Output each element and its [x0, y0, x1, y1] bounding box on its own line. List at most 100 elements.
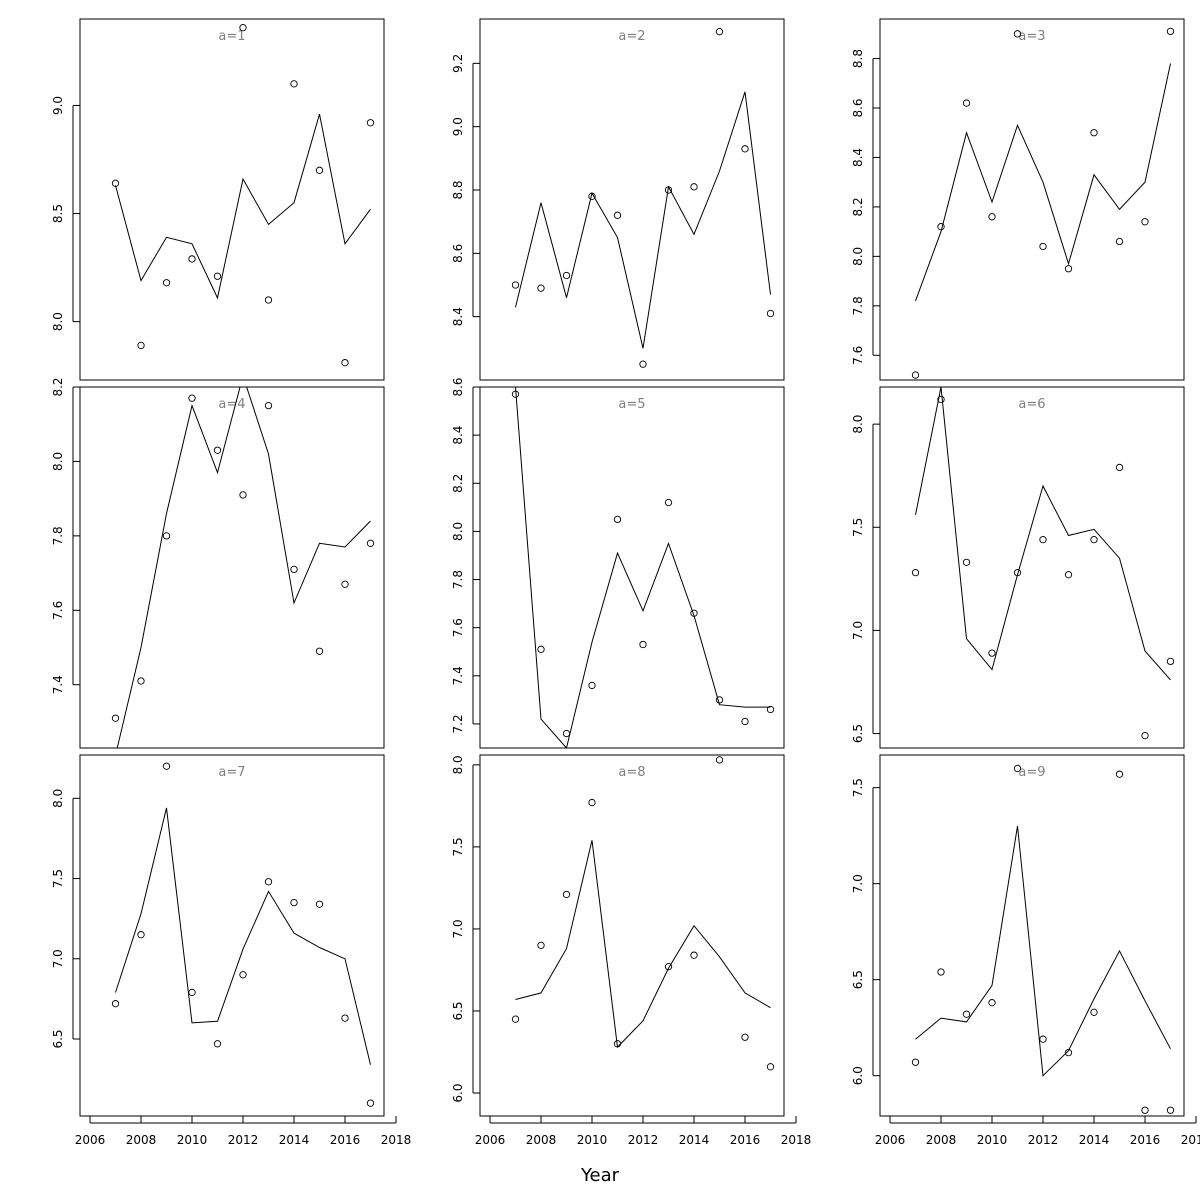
y-tick-label: 6.5 — [851, 970, 865, 989]
data-point — [640, 1123, 646, 1129]
data-point — [766, 309, 775, 318]
data-point — [137, 677, 145, 685]
x-tick-label: 2010 — [177, 1133, 208, 1147]
data-point — [290, 80, 298, 88]
y-tick-label: 7.8 — [851, 296, 865, 315]
y-tick-label: 7.8 — [51, 526, 65, 545]
data-point — [1013, 569, 1022, 577]
y-tick-label: 8.2 — [51, 377, 65, 396]
panel-title: a=8 — [618, 765, 645, 780]
data-point — [1141, 218, 1149, 226]
data-point — [162, 279, 171, 287]
data-layer — [511, 756, 775, 1129]
y-axis: 7.6 7.8 8.0 8.2 8.4 8.6 8.8 — [851, 49, 880, 365]
data-point — [341, 359, 349, 367]
data-point — [264, 878, 273, 886]
data-layer — [911, 27, 1175, 379]
y-tick-label: 6.0 — [851, 1066, 865, 1085]
y-tick-label: 7.5 — [851, 518, 865, 537]
panel-frame — [79, 386, 385, 749]
data-point — [1039, 536, 1047, 544]
data-point — [937, 395, 945, 404]
panel-title: a=7 — [218, 765, 245, 780]
panel-title: a=4 — [218, 397, 245, 412]
data-point — [613, 515, 622, 524]
y-tick-label: 6.5 — [451, 1001, 465, 1020]
panel-a-6: a=6 6.5 7.0 7.5 8.0 — [851, 386, 1185, 749]
data-point — [988, 213, 996, 221]
data-point — [911, 569, 920, 577]
data-point — [613, 211, 622, 219]
data-point — [690, 951, 698, 959]
y-tick-label: 8.4 — [451, 426, 465, 445]
data-point — [1064, 571, 1073, 579]
data-point — [137, 931, 145, 939]
data-point — [511, 390, 520, 398]
data-point — [639, 640, 647, 649]
x-axis: 2006 2008 2010 2012 2014 2016 2018 — [75, 1116, 412, 1147]
data-point — [213, 446, 222, 454]
y-tick-label: 6.5 — [851, 724, 865, 743]
data-layer — [111, 762, 375, 1107]
data-point — [315, 647, 324, 655]
y-tick-label: 8.0 — [451, 755, 465, 774]
data-point — [1090, 129, 1098, 137]
data-point — [315, 166, 324, 174]
x-tick-label: 2016 — [330, 1133, 361, 1147]
data-point — [162, 532, 171, 540]
panel-a-3: a=3 7.6 7.8 8.0 8.2 8.4 8.6 8.8 — [851, 18, 1185, 381]
x-tick-label: 2010 — [577, 1133, 608, 1147]
data-point — [264, 296, 273, 304]
data-point — [213, 272, 222, 280]
data-point — [911, 371, 920, 379]
data-point — [1013, 30, 1022, 38]
data-point — [588, 681, 596, 690]
data-point — [188, 394, 196, 402]
data-point — [962, 558, 971, 566]
panel-frame — [879, 18, 1185, 381]
data-point — [111, 1000, 120, 1008]
data-point — [562, 271, 571, 280]
y-tick-label: 9.0 — [51, 96, 65, 115]
y-tick-label: 7.5 — [851, 778, 865, 797]
x-tick-label: 2018 — [381, 1133, 412, 1147]
data-point — [1166, 657, 1175, 666]
panel-frame — [879, 386, 1185, 749]
data-point — [213, 1040, 222, 1048]
x-axis: 2006 2008 2010 2012 2014 2016 2018 — [475, 1116, 811, 1147]
panel-frame — [879, 754, 1185, 1117]
data-point — [1039, 1035, 1047, 1043]
fitted-line — [515, 387, 771, 748]
data-point — [1115, 237, 1124, 246]
data-point — [111, 179, 120, 187]
y-axis: 6.0 6.5 7.0 7.5 8.0 — [451, 755, 480, 1103]
panel-title: a=3 — [1018, 29, 1045, 44]
panel-title: a=1 — [218, 29, 245, 44]
data-point — [911, 1058, 920, 1066]
data-point — [664, 186, 673, 194]
data-point — [766, 705, 775, 714]
data-point — [1115, 770, 1124, 778]
data-point — [366, 119, 375, 127]
data-point — [715, 696, 724, 704]
data-point — [613, 1040, 622, 1048]
data-layer — [511, 387, 775, 748]
x-tick-label: 2014 — [279, 1133, 310, 1147]
panel-frame — [479, 386, 785, 749]
data-layer — [511, 28, 775, 368]
panel-title: a=9 — [1018, 765, 1045, 780]
y-tick-label: 8.6 — [451, 377, 465, 396]
data-point — [188, 988, 196, 997]
data-point — [366, 539, 375, 547]
panel-frame — [79, 18, 385, 381]
data-point — [664, 963, 673, 971]
data-point — [137, 341, 145, 350]
x-tick-label: 2012 — [228, 1133, 259, 1147]
x-tick-label: 2008 — [926, 1133, 957, 1147]
data-point — [988, 649, 996, 657]
panel-title: a=2 — [618, 29, 645, 44]
fitted-line — [915, 387, 1171, 681]
data-point — [741, 145, 749, 153]
x-tick-label: 2014 — [1079, 1133, 1110, 1147]
